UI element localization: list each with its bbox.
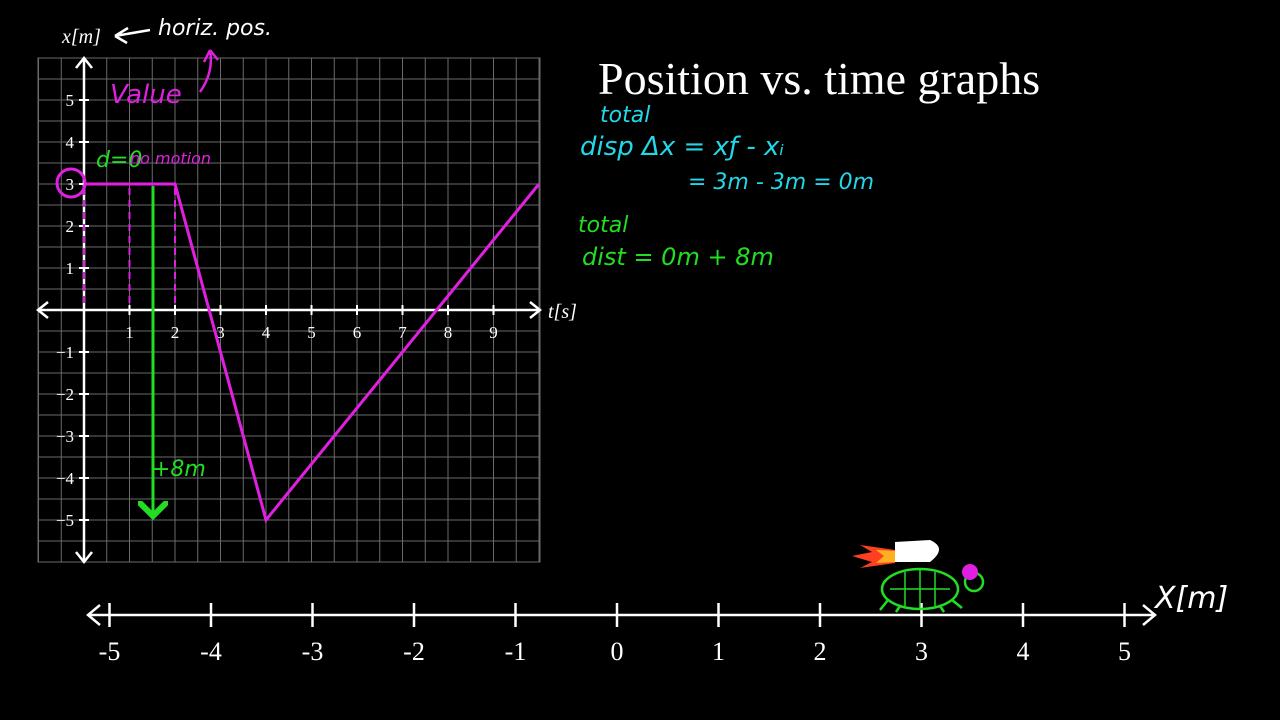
no-motion-note: no motion: [130, 149, 211, 168]
number-line-tick-label: -3: [302, 637, 324, 666]
x-tick-label: 4: [262, 323, 271, 342]
turtle-shell: [880, 567, 960, 611]
y-axis-bottom-arrow: [75, 551, 93, 565]
handwritten-notes: total disp Δx = xƒ - xᵢ = 3m - 3m = 0m t…: [578, 103, 874, 271]
value-note: Value: [110, 80, 182, 110]
number-line-right-arrow: [1142, 604, 1157, 626]
turtle-with-rocket: [852, 540, 985, 613]
number-line-tick-label: 4: [1017, 637, 1030, 666]
position-curve: [84, 182, 541, 524]
number-line-ticks: -5 -4 -3 -2 -1 0 1 2 3 4 5: [99, 603, 1131, 666]
x-tick-label: 5: [307, 323, 316, 342]
value-arrow: [198, 49, 219, 93]
horiz-pos-note: horiz. pos.: [158, 16, 272, 41]
number-line-tick-label: 2: [814, 637, 827, 666]
number-line-tick-label: 3: [915, 637, 928, 666]
time-interval-markers: [83, 188, 176, 306]
note-disp-line: disp Δx = xƒ - xᵢ: [580, 132, 784, 162]
y-tick-label: 2: [66, 217, 75, 236]
x-tick-label: 1: [125, 323, 134, 342]
x-axis-left-arrow: [35, 301, 49, 319]
chart-annotations: horiz. pos. Value d=0 no motion +8m: [55, 16, 272, 516]
position-number-line: -5 -4 -3 -2 -1 0 1 2 3 4 5 X[m]: [86, 581, 1228, 666]
note-total-2: total: [578, 213, 628, 238]
plus-8m-note: +8m: [152, 457, 206, 482]
turtle-legs: [879, 599, 963, 613]
position-time-chart: 1 2 3 4 5 6 7 8 9 5 4 3 2 1 −1 −2 −3 −4 −5 t[s] x[m]: [35, 26, 577, 565]
page-title: Position vs. time graphs: [598, 53, 1041, 104]
x-tick-label: 2: [171, 323, 180, 342]
number-line-tick-label: -2: [403, 637, 425, 666]
y-tick-label: 4: [66, 133, 75, 152]
x-tick-labels: 1 2 3 4 5 6 7 8 9: [125, 305, 498, 342]
turtle-helmet: [962, 564, 978, 580]
number-line-label: X[m]: [1153, 581, 1228, 616]
number-line-tick-label: -4: [200, 637, 222, 666]
y-axis-label: x[m]: [61, 26, 101, 48]
start-value-circle: [55, 167, 87, 199]
x-axis-label: t[s]: [548, 301, 577, 323]
number-line-tick-label: -1: [505, 637, 527, 666]
number-line-left-arrow: [86, 604, 101, 626]
y-tick-label: −1: [56, 343, 74, 362]
number-line-tick-label: 0: [611, 637, 624, 666]
note-dist-line: dist = 0m + 8m: [582, 243, 774, 271]
y-tick-label: 1: [66, 259, 75, 278]
x-tick-label: 7: [398, 323, 407, 342]
y-tick-label: −3: [56, 427, 74, 446]
y-tick-labels: 5 4 3 2 1 −1 −2 −3 −4 −5: [56, 91, 89, 530]
rocket-flame-inner: [876, 550, 897, 563]
x-tick-label: 8: [444, 323, 453, 342]
y-tick-label: −4: [56, 469, 75, 488]
number-line-tick-label: 1: [712, 637, 725, 666]
y-tick-label: −2: [56, 385, 74, 404]
number-line-tick-label: 5: [1118, 637, 1131, 666]
x-tick-label: 6: [353, 323, 362, 342]
arrow-to-ylabel: [114, 26, 151, 45]
y-axis-top-arrow: [75, 55, 93, 69]
turtle-shell-pattern: [890, 570, 950, 608]
rocket-body: [895, 540, 939, 562]
note-disp-result: = 3m - 3m = 0m: [688, 170, 874, 195]
number-line-tick-label: -5: [99, 637, 121, 666]
note-total-1: total: [600, 103, 650, 128]
y-tick-label: 5: [66, 91, 75, 110]
y-tick-label: 3: [66, 175, 75, 194]
d-zero-note: d=0: [96, 148, 142, 173]
x-tick-label: 9: [489, 323, 498, 342]
x-axis-right-arrow: [529, 301, 543, 319]
y-tick-label: −5: [56, 511, 74, 530]
x-tick-label: 3: [216, 323, 225, 342]
